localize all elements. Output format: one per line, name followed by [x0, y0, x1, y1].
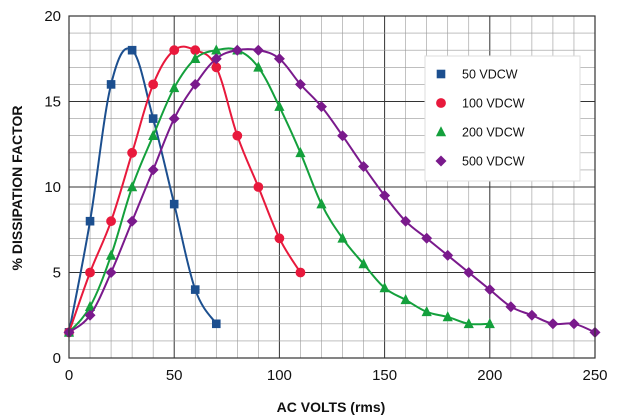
data-point-200-vdcw	[358, 258, 369, 269]
series-500-vdcw	[63, 44, 601, 338]
x-tick-label: 250	[582, 367, 607, 384]
data-point-200-vdcw	[316, 198, 327, 209]
data-point-200-vdcw	[421, 306, 432, 317]
series-50-vdcw	[64, 45, 221, 337]
x-tick-label: 100	[267, 367, 292, 384]
data-point-200-vdcw	[169, 82, 180, 93]
data-point-500-vdcw	[463, 267, 475, 278]
data-point-500-vdcw	[547, 318, 559, 330]
data-point-500-vdcw	[526, 309, 538, 321]
data-point-500-vdcw	[252, 44, 264, 56]
data-point-200-vdcw	[463, 318, 474, 329]
x-tick-label: 150	[372, 367, 397, 384]
legend-marker-50-vdcw	[436, 69, 446, 79]
data-point-200-vdcw	[84, 300, 96, 311]
data-point-200-vdcw	[127, 181, 138, 192]
x-tick-label: 200	[477, 367, 502, 384]
tick-labels: 0 50 100 150 200 250 0 5 10 15 20	[44, 8, 607, 384]
data-point-100-vdcw	[148, 79, 159, 90]
legend: 50 VDCW 100 VDCW 200 VDCW 500 VDCW	[424, 55, 581, 182]
data-point-100-vdcw	[190, 45, 201, 56]
data-point-500-vdcw	[84, 309, 96, 321]
data-point-100-vdcw	[274, 233, 285, 244]
data-point-500-vdcw	[294, 78, 306, 90]
data-point-100-vdcw	[211, 62, 222, 73]
data-point-500-vdcw	[189, 78, 201, 90]
data-point-100-vdcw	[232, 130, 243, 141]
data-point-500-vdcw	[273, 53, 285, 65]
data-point-50-vdcw	[169, 199, 179, 209]
legend-label: 100 VDCW	[462, 97, 525, 111]
data-point-500-vdcw	[505, 301, 517, 313]
data-point-50-vdcw	[211, 319, 221, 329]
data-point-200-vdcw	[274, 100, 285, 111]
data-point-500-vdcw	[231, 44, 243, 56]
data-point-100-vdcw	[169, 45, 180, 56]
series-100-vdcw	[64, 45, 306, 338]
data-point-500-vdcw	[168, 113, 180, 125]
x-tick-label: 50	[166, 367, 183, 384]
y-tick-label: 5	[53, 265, 61, 282]
legend-marker-200-vdcw	[435, 126, 447, 137]
y-tick-label: 10	[44, 179, 61, 196]
data-point-500-vdcw	[568, 318, 580, 330]
data-point-200-vdcw	[442, 311, 453, 322]
data-point-200-vdcw	[190, 52, 201, 64]
data-point-500-vdcw	[421, 232, 433, 244]
data-point-200-vdcw	[400, 294, 411, 305]
data-point-500-vdcw	[126, 215, 138, 227]
y-tick-label: 20	[44, 8, 61, 25]
data-point-500-vdcw	[147, 164, 159, 176]
data-point-500-vdcw	[442, 249, 454, 261]
data-point-100-vdcw	[253, 182, 264, 192]
data-point-500-vdcw	[484, 284, 496, 296]
data-point-200-vdcw	[211, 44, 222, 55]
data-point-500-vdcw	[337, 130, 349, 142]
data-point-100-vdcw	[127, 147, 138, 158]
x-axis-label: AC VOLTS (rms)	[277, 399, 386, 415]
x-tick-label: 0	[65, 367, 73, 384]
data-point-50-vdcw	[190, 285, 200, 294]
data-point-200-vdcw	[105, 249, 117, 260]
legend-label: 200 VDCW	[462, 126, 525, 140]
y-tick-label: 15	[44, 94, 61, 111]
series-layer	[63, 44, 601, 338]
legend-marker-100-vdcw	[436, 98, 446, 108]
legend-box	[424, 55, 581, 182]
data-point-50-vdcw	[127, 45, 137, 55]
data-point-500-vdcw	[358, 160, 370, 172]
data-point-200-vdcw	[484, 318, 495, 329]
data-point-500-vdcw	[315, 101, 327, 113]
data-point-50-vdcw	[106, 80, 116, 89]
data-point-100-vdcw	[85, 267, 95, 278]
data-point-50-vdcw	[85, 216, 95, 226]
data-point-200-vdcw	[379, 282, 390, 293]
data-point-50-vdcw	[148, 114, 158, 123]
data-point-100-vdcw	[106, 216, 116, 227]
y-tick-label: 0	[53, 350, 61, 367]
data-point-200-vdcw	[253, 61, 264, 72]
data-point-500-vdcw	[105, 267, 117, 278]
y-axis-label: % DISSIPATION FACTOR	[9, 106, 25, 271]
data-point-500-vdcw	[210, 53, 222, 65]
plot-frame	[68, 15, 596, 359]
data-point-500-vdcw	[379, 190, 391, 202]
data-point-100-vdcw	[295, 267, 306, 278]
legend-marker-500-vdcw	[435, 155, 447, 167]
legend-label: 50 VDCW	[462, 68, 518, 82]
data-point-500-vdcw	[400, 215, 412, 227]
legend-label: 500 VDCW	[462, 155, 525, 169]
data-point-200-vdcw	[337, 232, 348, 243]
data-point-200-vdcw	[295, 147, 306, 158]
data-point-200-vdcw	[148, 129, 159, 140]
